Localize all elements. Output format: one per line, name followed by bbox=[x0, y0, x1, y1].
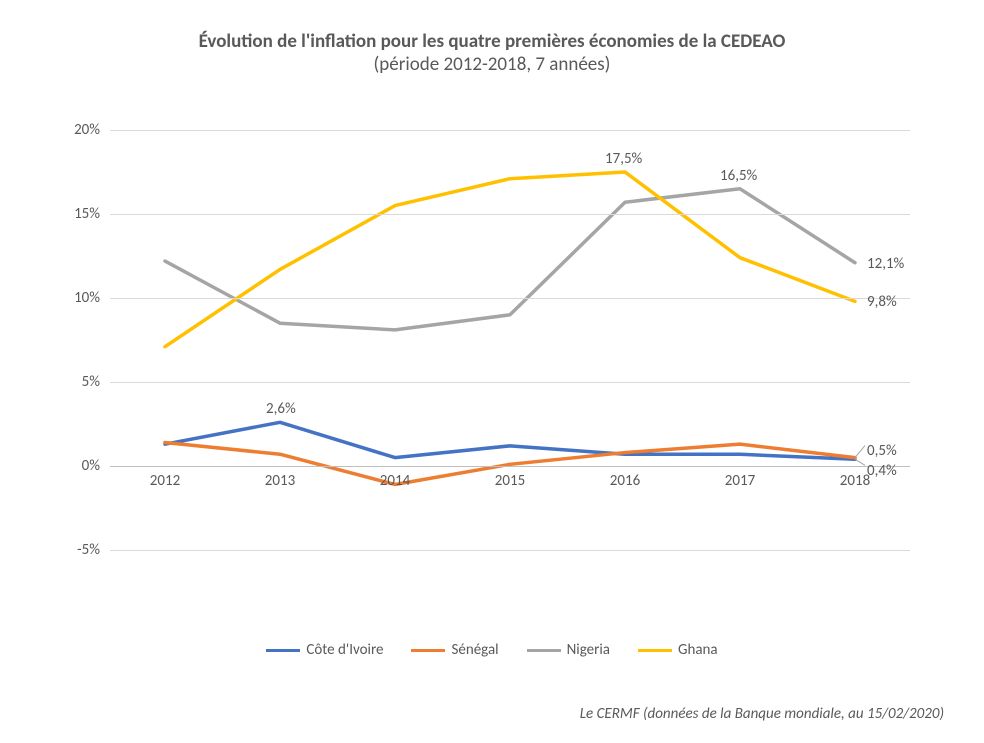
legend-swatch bbox=[411, 649, 445, 653]
data-label: 16,5% bbox=[720, 167, 757, 185]
y-axis-tick-label: 0% bbox=[40, 457, 100, 475]
x-axis-tick-label: 2017 bbox=[725, 472, 755, 490]
data-label: 17,5% bbox=[605, 150, 642, 168]
label-connector bbox=[855, 446, 865, 458]
chart-subtitle: (période 2012-2018, 7 années) bbox=[0, 53, 984, 76]
y-axis-tick-label: -5% bbox=[40, 541, 100, 559]
plot-area: -5%0%5%10%15%20%201220132014201520162017… bbox=[110, 130, 910, 550]
gridline bbox=[110, 382, 910, 383]
gridline bbox=[110, 550, 910, 551]
x-axis-tick-label: 2018 bbox=[840, 472, 870, 490]
legend-label: Sénégal bbox=[451, 641, 498, 659]
y-axis-tick-label: 5% bbox=[40, 373, 100, 391]
chart-container: Évolution de l'inflation pour les quatre… bbox=[0, 0, 984, 743]
x-axis-tick-label: 2014 bbox=[380, 472, 410, 490]
legend: Côte d'Ivoire Sénégal Nigeria Ghana bbox=[0, 640, 984, 659]
y-axis-tick-label: 10% bbox=[40, 289, 100, 307]
legend-item: Ghana bbox=[638, 641, 718, 659]
data-label: 12,1% bbox=[867, 255, 904, 273]
chart-title: Évolution de l'inflation pour les quatre… bbox=[0, 30, 984, 53]
x-axis-tick-label: 2012 bbox=[150, 472, 180, 490]
legend-item: Sénégal bbox=[411, 641, 498, 659]
gridline bbox=[110, 466, 910, 467]
legend-swatch bbox=[527, 649, 561, 653]
series-line bbox=[165, 189, 855, 330]
gridline bbox=[110, 298, 910, 299]
label-connector bbox=[855, 459, 865, 465]
x-axis-tick-label: 2015 bbox=[495, 472, 525, 490]
footer-credit: Le CERMF (données de la Banque mondiale,… bbox=[580, 705, 944, 723]
y-axis-tick-label: 15% bbox=[40, 205, 100, 223]
gridline bbox=[110, 214, 910, 215]
x-axis-tick-label: 2013 bbox=[265, 472, 295, 490]
legend-label: Ghana bbox=[678, 641, 718, 659]
legend-item: Nigeria bbox=[527, 641, 610, 659]
y-axis-tick-label: 20% bbox=[40, 121, 100, 139]
data-label: 0,4% bbox=[867, 462, 897, 480]
legend-swatch bbox=[266, 649, 300, 653]
legend-item: Côte d'Ivoire bbox=[266, 641, 383, 659]
chart-title-block: Évolution de l'inflation pour les quatre… bbox=[0, 30, 984, 76]
legend-label: Côte d'Ivoire bbox=[306, 641, 383, 659]
data-label: 2,6% bbox=[266, 400, 296, 418]
gridline bbox=[110, 130, 910, 131]
data-label: 0,5% bbox=[867, 442, 897, 460]
x-axis-tick-label: 2016 bbox=[610, 472, 640, 490]
data-label: 9,8% bbox=[867, 293, 897, 311]
legend-label: Nigeria bbox=[567, 641, 610, 659]
legend-swatch bbox=[638, 649, 672, 653]
